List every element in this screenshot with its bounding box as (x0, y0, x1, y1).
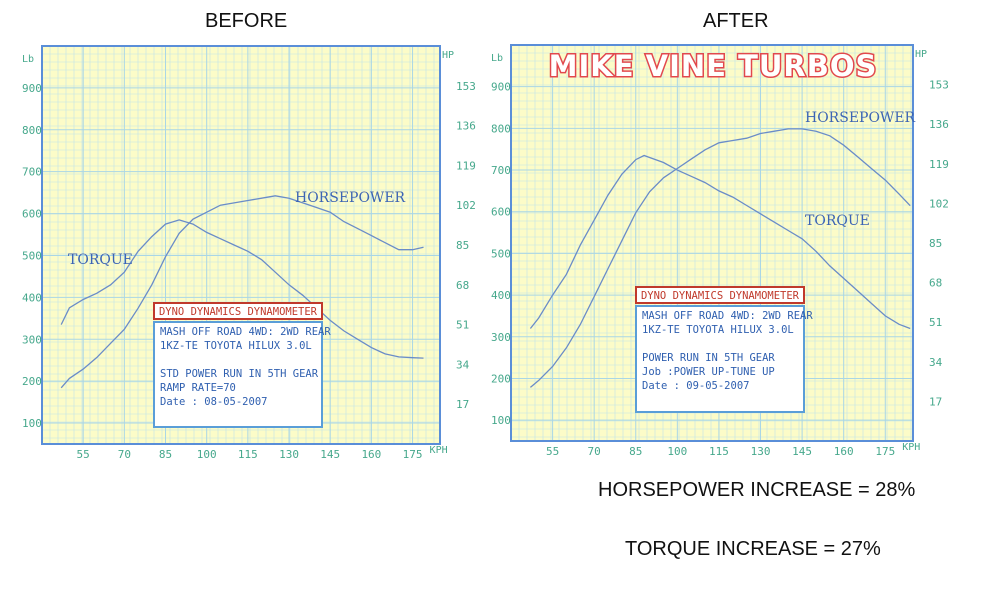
before-y-right-tick: 102 (456, 199, 476, 212)
after-chart: Lb HP KPH 55 70 85 100 115 130 145 160 175 100 200 300… (491, 44, 949, 458)
before-y-right-tick: 51 (456, 319, 469, 332)
after-y-left-tick: 500 (491, 247, 511, 260)
before-info-box: DYNO DYNAMICS DYNAMOMETER MASH OFF ROAD 4… (153, 302, 331, 428)
before-info-box-line: Date : 08-05-2007 (160, 396, 267, 408)
after-torque-line (529, 154, 911, 330)
after-y-right-unit: HP (915, 49, 927, 60)
before-horsepower-label: HORSEPOWER (295, 190, 406, 206)
before-chart: Lb HP KPH 55 70 85 100 115 130 145 160 175 100 200 300… (22, 45, 476, 461)
before-y-right-unit: HP (442, 50, 454, 61)
after-x-tick: 130 (751, 445, 771, 458)
after-x-tick: 115 (709, 445, 729, 458)
before-frame (41, 45, 441, 445)
before-x-tick: 55 (77, 448, 90, 461)
after-horsepower-line (529, 128, 911, 388)
before-y-right-tick: 136 (456, 120, 476, 133)
after-y-right-tick: 119 (929, 158, 949, 171)
after-y-left-unit: Lb (491, 53, 503, 64)
before-y-left-tick: 200 (22, 375, 42, 388)
after-info-box: DYNO DYNAMICS DYNAMOMETER MASH OFF ROAD 4… (635, 286, 813, 413)
horsepower-increase-note: HORSEPOWER INCREASE = 28% (598, 479, 916, 501)
before-info-box-title: DYNO DYNAMICS DYNAMOMETER (159, 306, 318, 318)
after-frame (510, 44, 914, 442)
before-y-right-tick: 68 (456, 279, 469, 292)
before-y-right-tick: 17 (456, 398, 469, 411)
after-y-left-tick: 700 (491, 164, 511, 177)
before-x-tick: 100 (197, 448, 217, 461)
before-y-left-tick: 400 (22, 291, 42, 304)
before-info-box-line: MASH OFF ROAD 4WD: 2WD REAR (160, 326, 331, 338)
before-x-tick: 145 (320, 448, 340, 461)
before-info-box-line: RAMP RATE=70 (160, 382, 236, 394)
after-y-left-tick: 100 (491, 414, 511, 427)
after-x-tick: 145 (792, 445, 812, 458)
after-y-right-tick: 102 (929, 197, 949, 210)
after-y-left-tick: 300 (491, 331, 511, 344)
before-horsepower-line (60, 195, 424, 389)
after-x-tick: 175 (875, 445, 895, 458)
after-y-left-tick: 600 (491, 206, 511, 219)
before-info-box-body (153, 321, 323, 428)
after-y-right-tick: 136 (929, 118, 949, 131)
after-x-tick: 100 (667, 445, 687, 458)
before-x-unit: KPH (430, 445, 448, 456)
before-y-left-tick: 100 (22, 417, 42, 430)
before-x-tick: 70 (118, 448, 131, 461)
after-y-right-tick: 153 (929, 79, 949, 92)
after-info-box-title: DYNO DYNAMICS DYNAMOMETER (641, 290, 800, 302)
after-x-tick: 70 (588, 445, 601, 458)
before-grid (42, 46, 440, 444)
after-x-tick: 85 (629, 445, 642, 458)
after-info-box-line: POWER RUN IN 5TH GEAR (642, 352, 775, 364)
after-y-right-tick: 85 (929, 237, 942, 250)
before-y-left-tick: 900 (22, 82, 42, 95)
before-x-tick: 130 (279, 448, 299, 461)
after-y-right-tick: 17 (929, 395, 942, 408)
before-info-box-title-frame (153, 302, 323, 320)
torque-increase-note: TORQUE INCREASE = 27% (625, 538, 881, 560)
after-heading: AFTER (703, 10, 769, 32)
after-info-box-body (635, 305, 805, 413)
before-torque-label: TORQUE (68, 252, 133, 268)
after-x-tick: 55 (546, 445, 559, 458)
after-y-left-tick: 400 (491, 289, 511, 302)
before-y-right-tick: 34 (456, 358, 470, 371)
after-info-box-title-frame (635, 286, 805, 304)
before-y-right-tick: 153 (456, 80, 476, 93)
before-x-tick: 175 (403, 448, 423, 461)
after-x-tick: 160 (834, 445, 854, 458)
after-info-box-line: 1KZ-TE TOYOTA HILUX 3.0L (642, 324, 794, 336)
before-x-tick: 160 (361, 448, 381, 461)
before-y-right-tick: 85 (456, 239, 469, 252)
before-info-box-line: STD POWER RUN IN 5TH GEAR (160, 368, 319, 380)
mike-vine-turbos-logo: MIKE VINE TURBOS (549, 49, 878, 83)
after-torque-label: TORQUE (805, 213, 870, 229)
before-y-right-tick: 119 (456, 159, 476, 172)
before-y-left-tick: 300 (22, 333, 42, 346)
after-y-right-tick: 68 (929, 277, 942, 290)
before-y-left-tick: 800 (22, 124, 42, 137)
after-info-box-line: Job :POWER UP-TUNE UP (642, 366, 775, 378)
after-info-box-line: MASH OFF ROAD 4WD: 2WD REAR (642, 310, 813, 322)
after-info-box-line: Date : 09-05-2007 (642, 380, 749, 392)
before-x-tick: 115 (238, 448, 258, 461)
before-y-left-unit: Lb (22, 54, 34, 65)
after-y-right-tick: 34 (929, 356, 943, 369)
before-info-box-line: 1KZ-TE TOYOTA HILUX 3.0L (160, 340, 312, 352)
before-heading: BEFORE (205, 10, 288, 32)
after-y-left-tick: 200 (491, 372, 511, 385)
after-y-right-tick: 51 (929, 316, 942, 329)
before-y-left-tick: 600 (22, 208, 42, 221)
after-y-left-tick: 800 (491, 122, 511, 135)
before-torque-line (60, 219, 424, 359)
after-horsepower-label: HORSEPOWER (805, 110, 916, 126)
after-y-left-tick: 900 (491, 81, 511, 94)
after-x-unit: KPH (902, 442, 920, 453)
before-y-left-tick: 700 (22, 166, 42, 179)
before-x-tick: 85 (159, 448, 172, 461)
before-y-left-tick: 500 (22, 249, 42, 262)
